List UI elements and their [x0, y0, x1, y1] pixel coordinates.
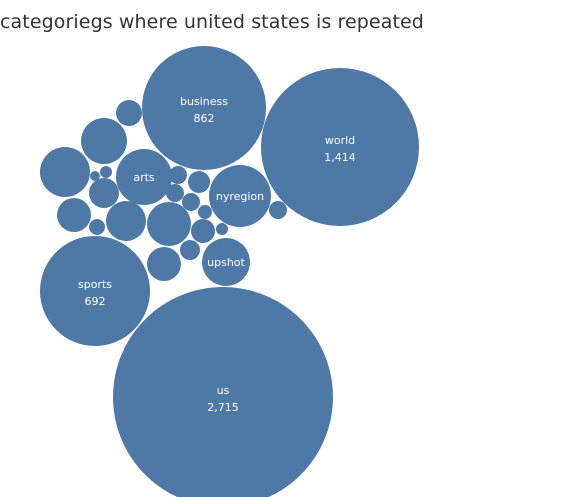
- bubble-value-world: 1,414: [324, 151, 356, 164]
- bubble-world[interactable]: [261, 68, 419, 226]
- bubble-unlabeled-17[interactable]: [180, 240, 200, 260]
- bubble-unlabeled-13[interactable]: [89, 178, 119, 208]
- bubble-value-business: 862: [194, 112, 215, 125]
- bubble-unlabeled-9[interactable]: [106, 201, 146, 241]
- bubble-business[interactable]: [142, 46, 266, 170]
- bubble-unlabeled-12[interactable]: [147, 247, 181, 281]
- bubble-nyregion[interactable]: [209, 165, 271, 227]
- bubble-unlabeled-18[interactable]: [182, 193, 200, 211]
- bubble-unlabeled-10[interactable]: [147, 202, 191, 246]
- bubble-unlabeled-22[interactable]: [89, 219, 105, 235]
- bubble-group: us 2,715 world 1,414 business 862 sports 692 nyr…: [40, 46, 419, 497]
- bubble-value-us: 2,715: [207, 401, 239, 414]
- bubble-label-world: world: [325, 134, 355, 147]
- bubble-value-sports: 692: [85, 295, 106, 308]
- bubble-arts[interactable]: [116, 149, 172, 205]
- bubble-label-upshot: upshot: [207, 256, 245, 269]
- bubble-unlabeled-25[interactable]: [100, 166, 112, 178]
- bubble-label-business: business: [180, 95, 228, 108]
- bubble-label-nyregion: nyregion: [216, 190, 264, 203]
- bubble-upshot[interactable]: [202, 238, 250, 286]
- bubble-unlabeled-26[interactable]: [90, 171, 100, 181]
- bubble-unlabeled-8[interactable]: [81, 118, 127, 164]
- bubble-sports[interactable]: [40, 236, 150, 346]
- bubble-us[interactable]: [113, 287, 333, 497]
- bubble-unlabeled-11[interactable]: [57, 198, 91, 232]
- bubble-unlabeled-16[interactable]: [191, 219, 215, 243]
- bubble-unlabeled-15[interactable]: [188, 171, 210, 193]
- bubble-label-us: us: [217, 384, 230, 397]
- bubble-unlabeled-7[interactable]: [40, 147, 90, 197]
- bubble-unlabeled-19[interactable]: [169, 166, 187, 184]
- chart-title: categoriegs where united states is repea…: [0, 11, 424, 33]
- bubble-unlabeled-20[interactable]: [166, 184, 184, 202]
- bubble-unlabeled-23[interactable]: [198, 205, 212, 219]
- bubble-unlabeled-14[interactable]: [116, 100, 142, 126]
- bubble-label-sports: sports: [78, 278, 112, 291]
- bubble-label-arts: arts: [133, 171, 155, 184]
- bubble-unlabeled-21[interactable]: [269, 201, 287, 219]
- bubble-unlabeled-24[interactable]: [216, 223, 228, 235]
